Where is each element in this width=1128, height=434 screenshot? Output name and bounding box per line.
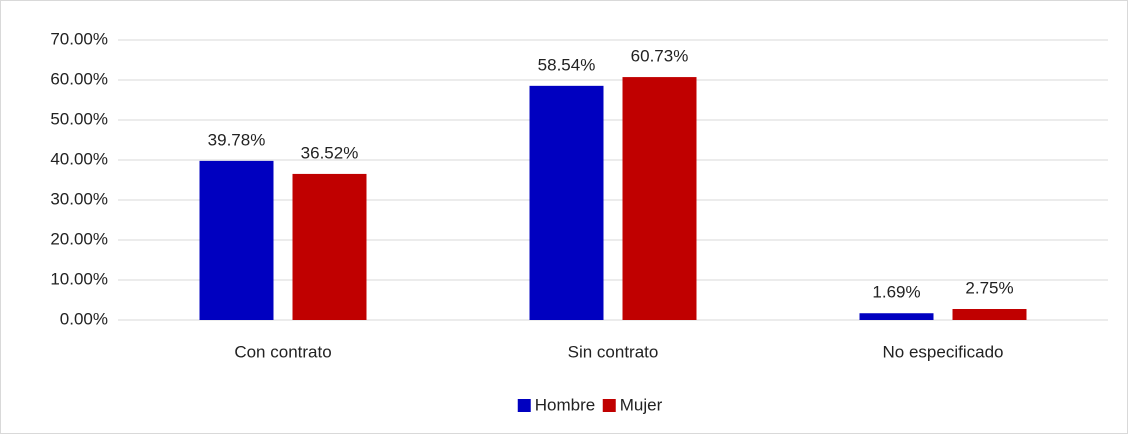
bar (952, 309, 1027, 320)
y-tick-label: 50.00% (50, 109, 108, 128)
y-tick-label: 30.00% (50, 189, 108, 208)
legend-label: Hombre (535, 395, 595, 414)
value-label: 36.52% (301, 143, 359, 162)
y-tick-label: 60.00% (50, 69, 108, 88)
value-label: 2.75% (965, 278, 1013, 297)
legend-swatch (602, 399, 616, 412)
x-tick-label: No especificado (883, 342, 1004, 361)
bar (199, 160, 274, 320)
value-label: 58.54% (538, 55, 596, 74)
bar (292, 173, 367, 320)
x-tick-label: Con contrato (234, 342, 331, 361)
y-tick-label: 20.00% (50, 229, 108, 248)
y-tick-label: 0.00% (60, 309, 108, 328)
y-tick-label: 10.00% (50, 269, 108, 288)
bar (859, 313, 934, 320)
y-tick-label: 70.00% (50, 29, 108, 48)
x-tick-label: Sin contrato (568, 342, 659, 361)
value-label: 1.69% (872, 283, 920, 302)
value-label: 60.73% (631, 47, 689, 66)
bar (622, 77, 697, 320)
bar (529, 85, 604, 320)
legend-swatch (517, 399, 531, 412)
legend-label: Mujer (620, 395, 663, 414)
y-tick-label: 40.00% (50, 149, 108, 168)
value-label: 39.78% (208, 130, 266, 149)
